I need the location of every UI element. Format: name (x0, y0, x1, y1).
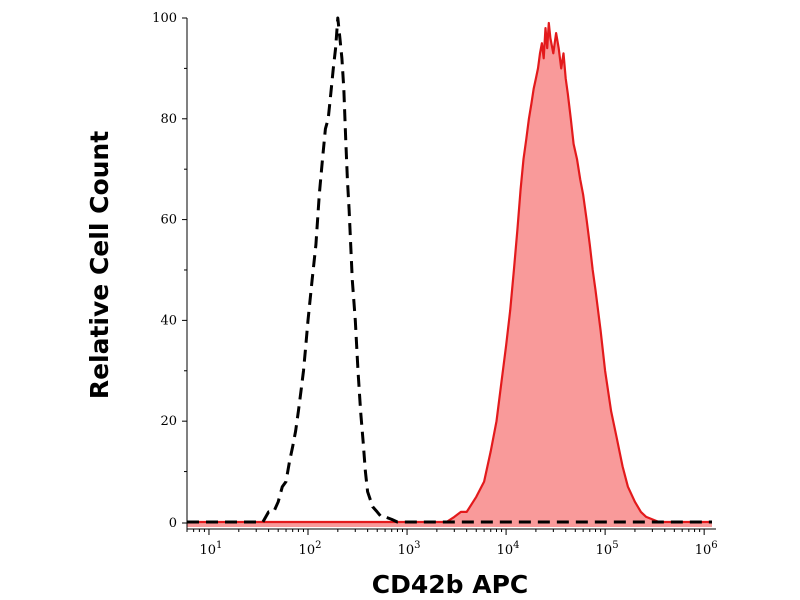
y-tick-label: 20 (160, 414, 177, 429)
x-tick-label: 105 (596, 540, 619, 558)
control-histogram-line (187, 16, 712, 524)
y-tick-label: 0 (169, 516, 177, 531)
y-tick-label: 60 (160, 213, 177, 228)
axes: 0 20 40 60 80 100 101 102 103 104 105 106 (152, 11, 717, 558)
sample-histogram-line (187, 21, 712, 524)
y-tick-label: 80 (160, 112, 177, 127)
x-tick-label: 101 (200, 540, 223, 558)
y-tick-label: 100 (152, 11, 177, 26)
x-tick-label: 103 (398, 540, 421, 558)
plot-area (187, 16, 712, 527)
x-tick-label: 102 (299, 540, 322, 558)
x-axis-title: CD42b APC (372, 570, 529, 599)
x-tick-label: 106 (695, 540, 718, 558)
sample-area-fill (187, 23, 712, 527)
x-tick-label: 104 (497, 540, 520, 558)
y-tick-label: 40 (160, 313, 177, 328)
y-axis-title: Relative Cell Count (85, 131, 114, 399)
